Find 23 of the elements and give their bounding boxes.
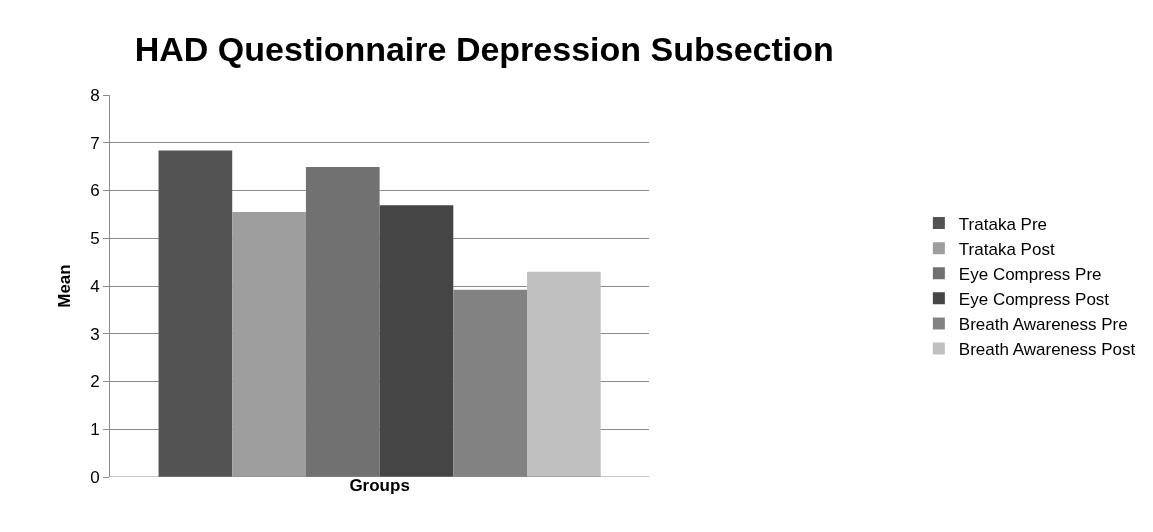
y-tick-label: 4 [90,276,100,296]
legend-label: Breath Awareness Post [958,340,1136,360]
y-tick-label: 6 [90,181,100,201]
legend-label: Trataka Post [958,239,1055,259]
legend-label: Eye Compress Pre [958,264,1102,284]
bar [379,205,454,477]
legend-label: Eye Compress Post [958,289,1110,309]
bar [232,211,306,477]
legend-label: Trataka Pre [958,214,1048,234]
y-tick-label: 0 [90,467,100,487]
y-tick-label: 7 [90,133,100,153]
y-axis-title: Mean [54,264,74,308]
bar [527,271,601,477]
y-tick-label: 2 [90,372,100,392]
x-axis-title: Groups [349,476,410,496]
y-tick-label: 3 [90,324,100,344]
y-tick-label: 8 [90,85,100,105]
bar [305,167,380,477]
bar [158,150,233,477]
chart-title: HAD Questionnaire Depression Subsection [134,30,834,69]
y-tick-label: 5 [90,229,100,249]
y-tick-label: 1 [90,420,100,440]
legend-label: Breath Awareness Pre [958,315,1128,335]
